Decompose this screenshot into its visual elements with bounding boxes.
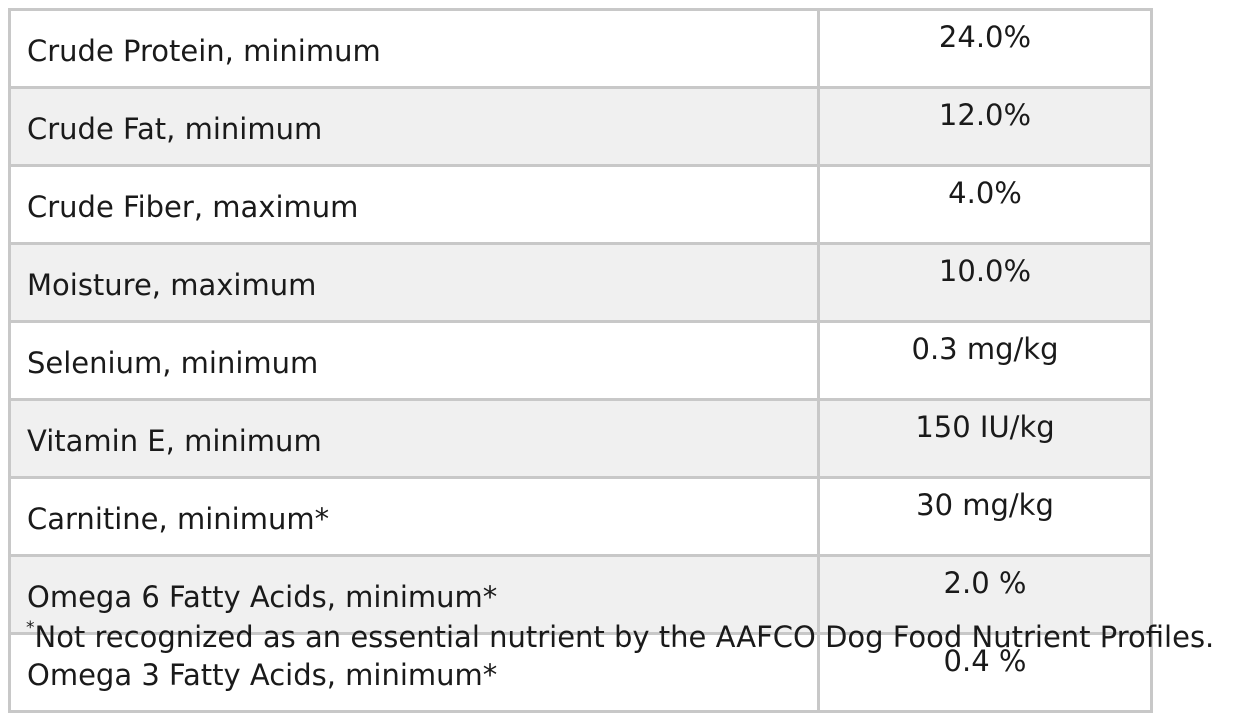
table-row: Carnitine, minimum* 30 mg/kg — [8, 476, 1153, 557]
nutrient-name: Crude Protein, minimum — [8, 8, 820, 89]
table-row: Crude Fiber, maximum 4.0% — [8, 164, 1153, 245]
nutrient-name: Vitamin E, minimum — [8, 398, 820, 479]
nutrient-amount: 4.0% — [817, 164, 1153, 245]
nutrient-amount: 2.0 % — [817, 554, 1153, 635]
nutrient-amount: 150 IU/kg — [817, 398, 1153, 479]
table-row: Omega 6 Fatty Acids, minimum* 2.0 % — [8, 554, 1153, 635]
table-row: Selenium, minimum 0.3 mg/kg — [8, 320, 1153, 401]
nutrient-amount: 0.3 mg/kg — [817, 320, 1153, 401]
footnote-text: Not recognized as an essential nutrient … — [34, 620, 1215, 654]
nutrient-name: Carnitine, minimum* — [8, 476, 820, 557]
table-row: Crude Fat, minimum 12.0% — [8, 86, 1153, 167]
footnote-mark: * — [26, 618, 35, 638]
nutrient-amount: 24.0% — [817, 8, 1153, 89]
nutrient-amount: 12.0% — [817, 86, 1153, 167]
guaranteed-analysis-table: Crude Protein, minimum 24.0% Crude Fat, … — [8, 8, 1153, 713]
table-row: Vitamin E, minimum 150 IU/kg — [8, 398, 1153, 479]
nutrient-name: Omega 6 Fatty Acids, minimum* — [8, 554, 820, 635]
nutrient-name: Moisture, maximum — [8, 242, 820, 323]
nutrient-name: Crude Fat, minimum — [8, 86, 820, 167]
nutrient-name: Crude Fiber, maximum — [8, 164, 820, 245]
nutrient-name: Selenium, minimum — [8, 320, 820, 401]
nutrient-amount: 30 mg/kg — [817, 476, 1153, 557]
footnote: *Not recognized as an essential nutrient… — [26, 620, 1214, 652]
nutrient-amount: 10.0% — [817, 242, 1153, 323]
table-row: Moisture, maximum 10.0% — [8, 242, 1153, 323]
table-row: Crude Protein, minimum 24.0% — [8, 8, 1153, 89]
